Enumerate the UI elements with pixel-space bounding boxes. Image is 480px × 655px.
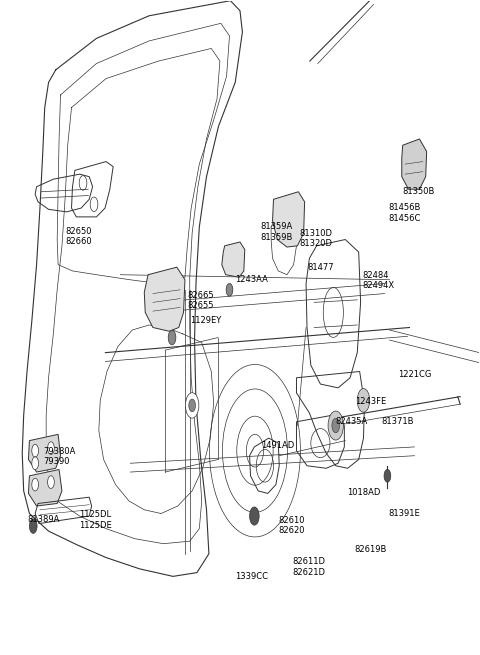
Polygon shape	[402, 139, 427, 189]
Circle shape	[189, 399, 195, 412]
Text: 1243FE: 1243FE	[355, 398, 386, 407]
Circle shape	[48, 442, 54, 455]
Text: 81359A
81359B: 81359A 81359B	[260, 223, 292, 242]
Polygon shape	[144, 267, 185, 331]
Text: 81456B
81456C: 81456B 81456C	[388, 204, 421, 223]
Circle shape	[332, 419, 339, 433]
Text: 81371B: 81371B	[381, 417, 414, 426]
Text: 82610
82620: 82610 82620	[278, 515, 305, 535]
Text: 1243AA: 1243AA	[235, 275, 268, 284]
Text: 81350B: 81350B	[403, 187, 435, 196]
Polygon shape	[28, 434, 60, 472]
Circle shape	[32, 444, 38, 457]
Circle shape	[48, 476, 54, 489]
Polygon shape	[273, 192, 305, 247]
Polygon shape	[222, 242, 245, 277]
Text: 82665
82655: 82665 82655	[187, 291, 214, 310]
Text: 1129EY: 1129EY	[190, 316, 221, 325]
Text: 82650
82660: 82650 82660	[65, 227, 92, 246]
Circle shape	[168, 330, 176, 345]
Circle shape	[384, 470, 391, 482]
Circle shape	[226, 284, 233, 296]
Circle shape	[250, 507, 259, 525]
Text: 82619B: 82619B	[355, 544, 387, 553]
Circle shape	[328, 411, 343, 440]
Circle shape	[185, 393, 199, 418]
Text: 1125DL
1125DE: 1125DL 1125DE	[79, 510, 111, 530]
Text: 81391E: 81391E	[388, 509, 420, 518]
Circle shape	[29, 519, 37, 533]
Circle shape	[357, 388, 370, 412]
Text: 1018AD: 1018AD	[347, 488, 381, 497]
Polygon shape	[28, 470, 62, 506]
Text: 82484
82494X: 82484 82494X	[362, 271, 395, 290]
Text: 1491AD: 1491AD	[261, 441, 294, 450]
Text: 81389A: 81389A	[27, 515, 60, 525]
Text: 1221CG: 1221CG	[398, 370, 432, 379]
Text: 81310D
81320D: 81310D 81320D	[300, 229, 333, 248]
Text: 81477: 81477	[308, 263, 334, 272]
Text: 82435A: 82435A	[336, 417, 368, 426]
Text: 82611D
82621D: 82611D 82621D	[293, 557, 325, 577]
Text: 1339CC: 1339CC	[235, 572, 268, 581]
Circle shape	[32, 457, 38, 470]
Text: 79380A
79390: 79380A 79390	[43, 447, 75, 466]
Circle shape	[32, 478, 38, 491]
